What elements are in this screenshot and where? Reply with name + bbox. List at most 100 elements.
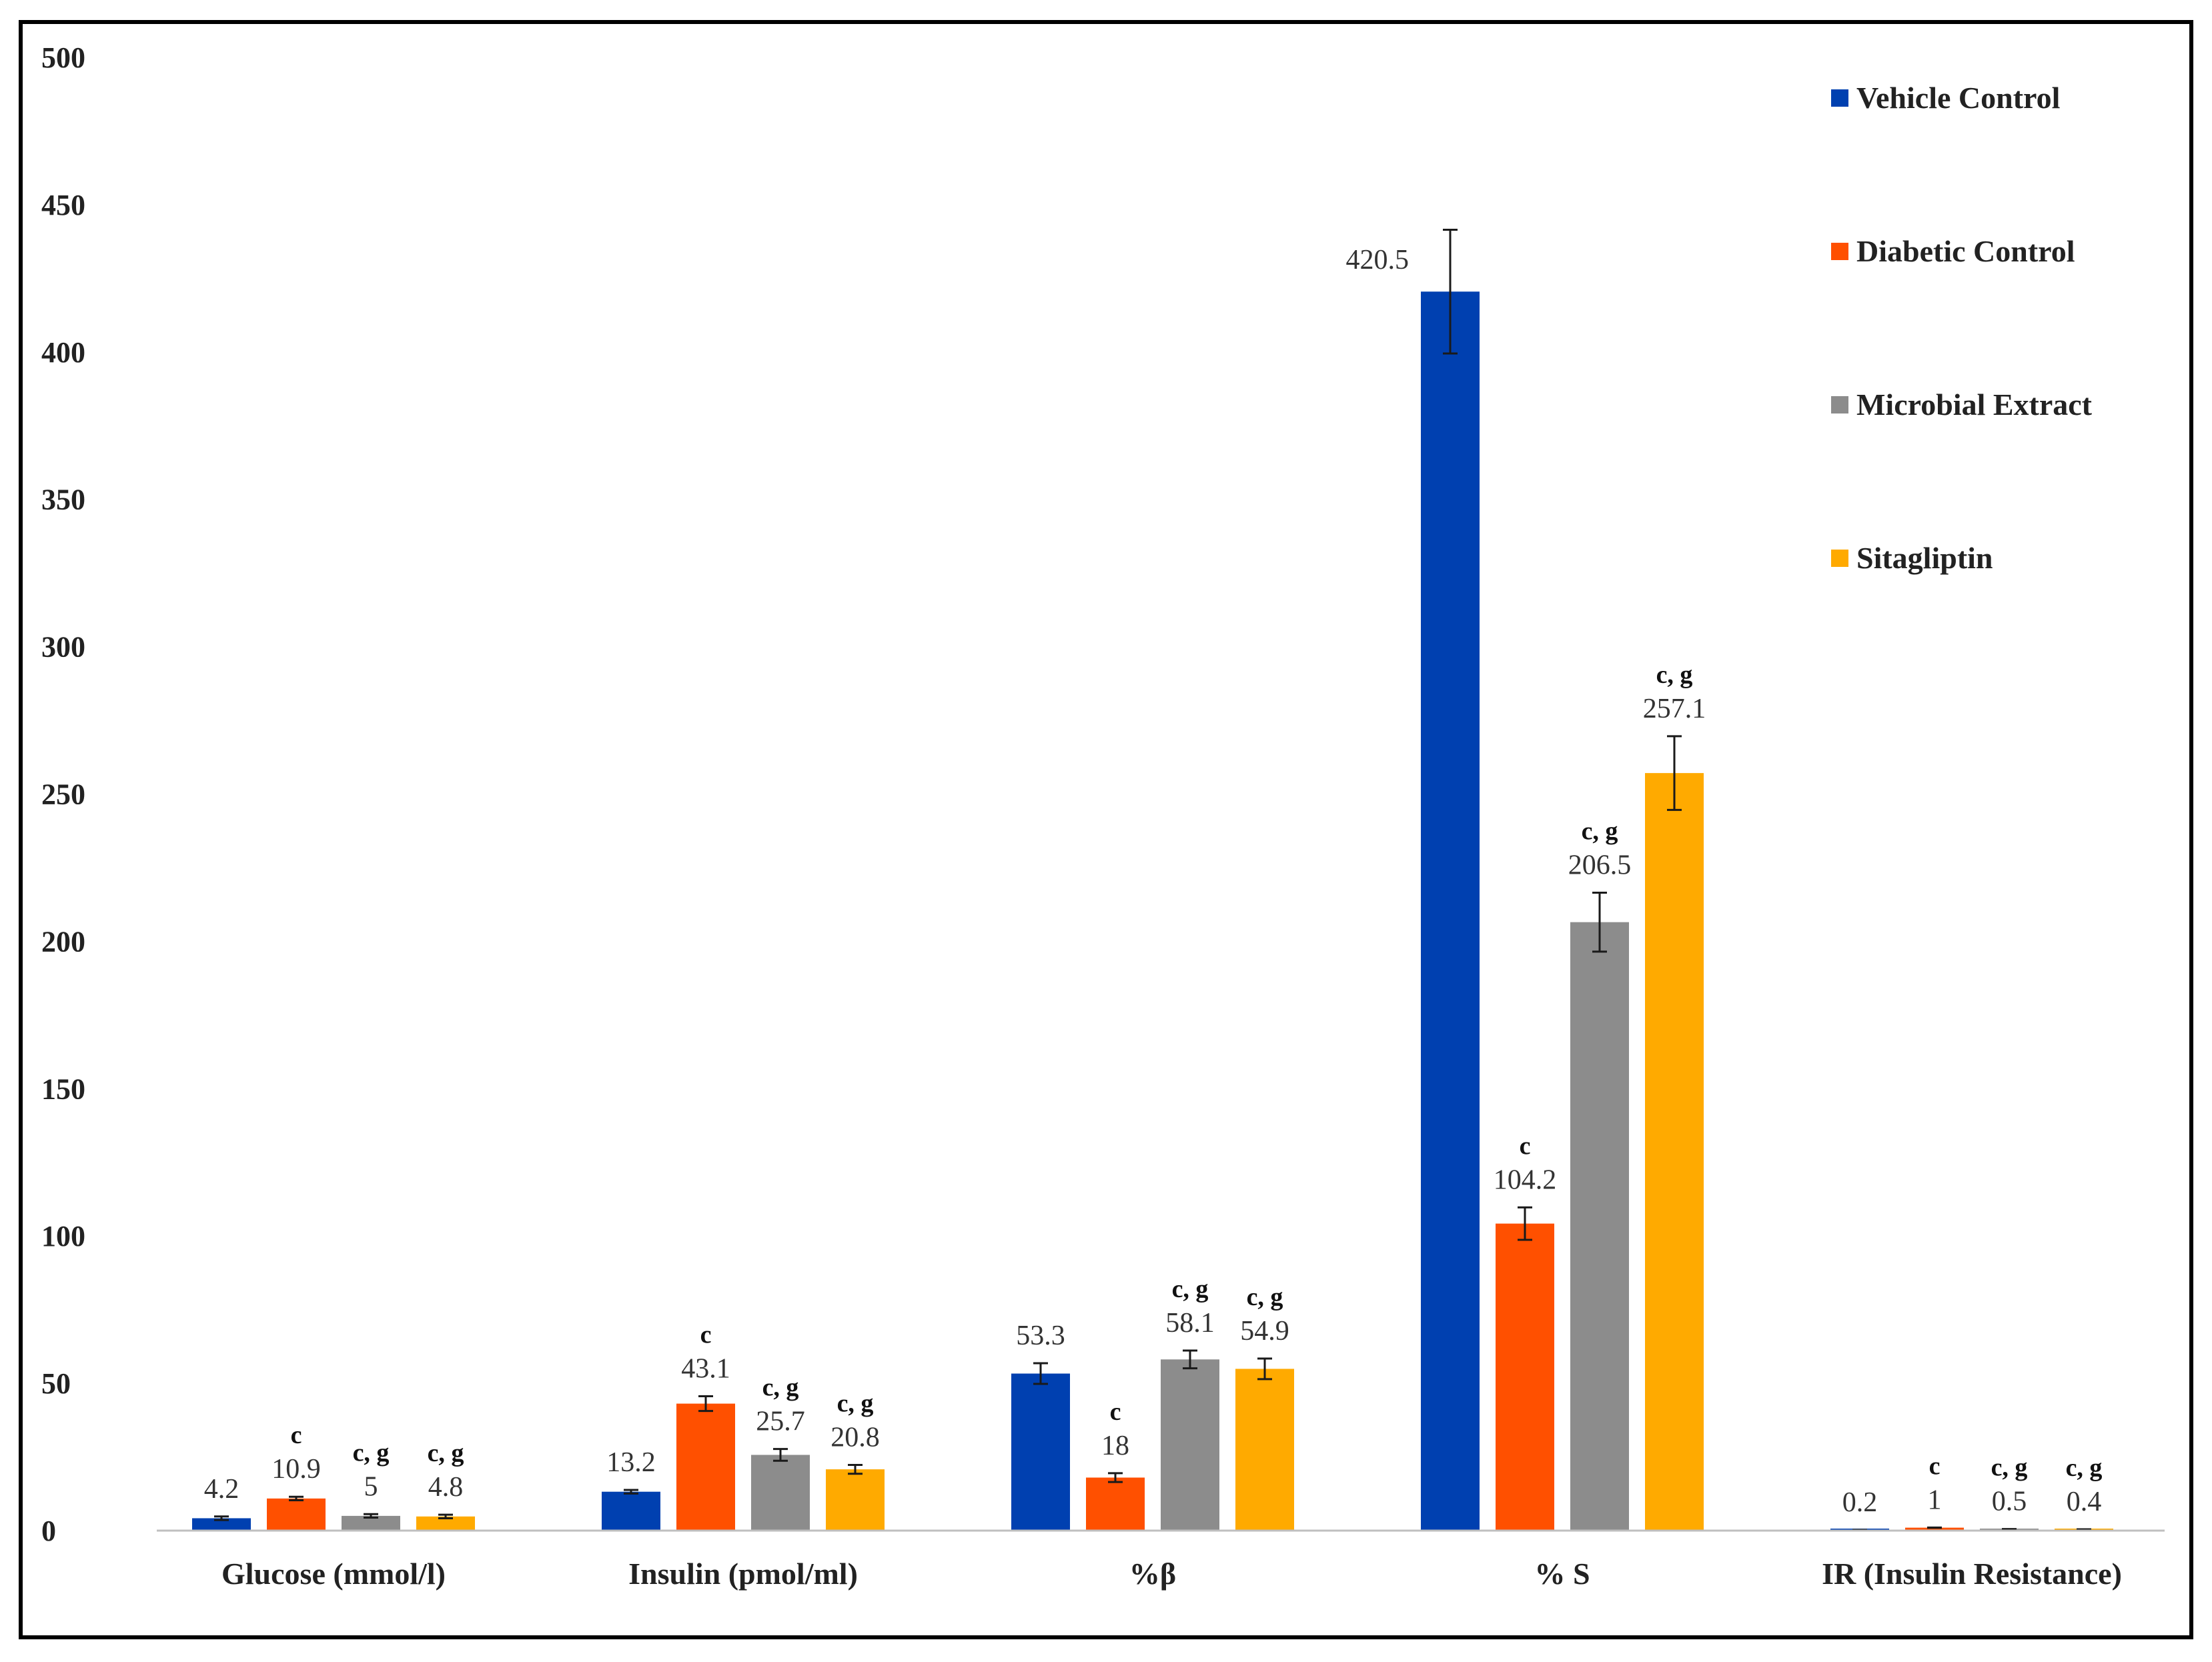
data-value-label: 4.8 (428, 1472, 464, 1503)
bar-microbial-extract-3 (1570, 922, 1629, 1531)
data-value-label: 25.7 (756, 1407, 805, 1437)
error-bar (364, 1513, 378, 1519)
legend-item: Sitagliptin (1831, 541, 1993, 575)
legend-label: Diabetic Control (1856, 234, 2075, 268)
data-value-label: 54.9 (1240, 1316, 1289, 1347)
bar-sitagliptin-2 (1235, 1369, 1294, 1531)
y-tick-label: 500 (41, 41, 85, 74)
y-tick-label: 0 (41, 1515, 56, 1547)
category-labels: Glucose (mmol/l) Insulin (pmol/ml) %β % S IR… (221, 1557, 2122, 1591)
error-bar (848, 1463, 863, 1475)
bar-diabetic-control-4 (1905, 1527, 1964, 1531)
y-tick-label: 350 (41, 484, 85, 516)
y-tick-label: 200 (41, 925, 85, 958)
error-bar (1183, 1349, 1197, 1370)
y-tick-label: 150 (41, 1072, 85, 1105)
data-value-label: 43.1 (681, 1354, 730, 1385)
legend-label: Sitagliptin (1856, 541, 1993, 575)
error-bars-group (214, 228, 2091, 1531)
significance-label: c, g (353, 1439, 390, 1467)
legend: Vehicle Control Diabetic Control Microbial… (1831, 81, 2093, 575)
data-value-label: 58.1 (1165, 1308, 1215, 1339)
bars-group (192, 291, 2113, 1531)
legend-item: Vehicle Control (1831, 81, 2060, 115)
significance-label: c, g (428, 1439, 464, 1467)
y-tick-label: 50 (41, 1367, 71, 1400)
bar-microbial-extract-0 (342, 1515, 400, 1531)
significance-label: c (1929, 1452, 1941, 1480)
bar-sitagliptin-0 (416, 1516, 475, 1531)
significance-label: c, g (2066, 1454, 2103, 1482)
y-tick-label: 100 (41, 1220, 85, 1253)
legend-label: Microbial Extract (1856, 387, 2093, 422)
error-bar (624, 1489, 638, 1495)
data-value-label: 0.5 (1992, 1487, 2027, 1517)
data-value-label: 13.2 (606, 1447, 656, 1478)
error-bar (1033, 1362, 1048, 1385)
data-value-label: 104.2 (1494, 1164, 1557, 1195)
category-label: IR (Insulin Resistance) (1822, 1557, 2122, 1591)
y-tick-label: 450 (41, 189, 85, 221)
significance-label: c, g (1656, 661, 1693, 689)
significance-label: c (291, 1421, 302, 1449)
data-value-label: 10.9 (271, 1454, 321, 1485)
data-value-label: 5 (364, 1471, 378, 1502)
legend-swatch (1831, 243, 1848, 260)
data-value-label: 4.2 (204, 1474, 239, 1505)
legend-swatch (1831, 396, 1848, 413)
error-bar (1518, 1206, 1532, 1241)
data-value-label: 0.2 (1842, 1487, 1878, 1518)
legend-swatch (1831, 550, 1848, 567)
bar-vehicle-control-2 (1011, 1373, 1070, 1531)
data-value-label: 206.5 (1568, 850, 1632, 881)
legend-swatch (1831, 89, 1848, 107)
error-bar (1443, 228, 1458, 355)
significance-label: c (700, 1321, 712, 1349)
error-bar (438, 1513, 453, 1519)
significance-label: c (1520, 1132, 1531, 1160)
category-label: Insulin (pmol/ml) (628, 1557, 858, 1591)
bar-vehicle-control-0 (192, 1518, 251, 1531)
chart-frame (19, 20, 2193, 1639)
category-label: % S (1534, 1557, 1590, 1591)
bar-sitagliptin-1 (826, 1469, 885, 1531)
significance-label: c, g (762, 1374, 799, 1402)
legend-item: Diabetic Control (1831, 234, 2075, 268)
y-axis-labels: 0 50 100 150 200 250 300 350 400 450 500 (41, 41, 85, 1547)
error-bar (1108, 1472, 1123, 1483)
error-bar (289, 1495, 304, 1501)
legend-label: Vehicle Control (1856, 81, 2060, 115)
significance-label: c, g (837, 1389, 874, 1417)
y-tick-label: 400 (41, 336, 85, 369)
data-value-label: 20.8 (831, 1422, 880, 1453)
data-value-label: 0.4 (2067, 1487, 2102, 1517)
bar-diabetic-control-3 (1496, 1223, 1554, 1531)
significance-label: c, g (1247, 1283, 1283, 1311)
error-bar (773, 1448, 788, 1462)
bar-sitagliptin-3 (1645, 773, 1704, 1531)
error-bar (698, 1395, 713, 1413)
significance-label: c, g (1991, 1454, 2028, 1482)
bar-diabetic-control-1 (676, 1403, 735, 1531)
bar-diabetic-control-2 (1086, 1477, 1145, 1531)
data-value-label: 1 (1928, 1485, 1942, 1515)
data-value-label: 420.5 (1346, 245, 1410, 275)
error-bar (214, 1515, 229, 1521)
legend-item: Microbial Extract (1831, 387, 2093, 422)
significance-label: c, g (1582, 818, 1618, 846)
bar-microbial-extract-1 (751, 1455, 810, 1531)
data-value-label: 257.1 (1643, 694, 1706, 724)
bar-vehicle-control-1 (602, 1491, 660, 1531)
error-bar (1592, 892, 1607, 953)
category-label: Glucose (mmol/l) (221, 1557, 446, 1591)
error-bar (1667, 735, 1682, 811)
value-labels-group: 4.2 10.9 c 5 c, g 4.8 c, g 13.2 43.1 c 25.7 c, g 20.… (204, 245, 2103, 1518)
significance-label: c, g (1172, 1275, 1209, 1303)
bar-microbial-extract-2 (1161, 1359, 1219, 1531)
y-tick-label: 300 (41, 631, 85, 664)
data-value-label: 18 (1101, 1431, 1129, 1461)
y-tick-label: 250 (41, 778, 85, 811)
category-label: %β (1129, 1557, 1176, 1591)
bar-diabetic-control-0 (267, 1498, 326, 1531)
